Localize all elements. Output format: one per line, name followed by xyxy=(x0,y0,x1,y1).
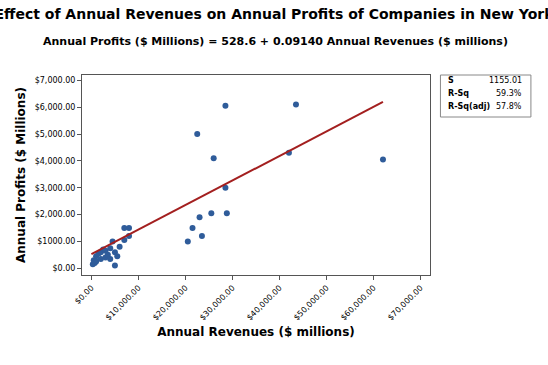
svg-text:$30,000.00: $30,000.00 xyxy=(198,283,237,322)
svg-text:$0.00: $0.00 xyxy=(52,264,75,273)
svg-text:$6,000.00: $6,000.00 xyxy=(35,103,76,112)
svg-text:$70,000.00: $70,000.00 xyxy=(386,283,425,322)
svg-text:R-Sq: R-Sq xyxy=(448,89,469,98)
svg-text:Annual Revenues ($ millions): Annual Revenues ($ millions) xyxy=(157,325,355,339)
svg-text:57.8%: 57.8% xyxy=(496,102,522,111)
svg-text:$40,000.00: $40,000.00 xyxy=(245,283,284,322)
svg-text:$2,000.00: $2,000.00 xyxy=(35,210,76,219)
svg-text:$5,000.00: $5,000.00 xyxy=(35,130,76,139)
svg-text:Annual Profits ($ Millions): Annual Profits ($ Millions) xyxy=(14,87,28,263)
svg-text:$3,000.00: $3,000.00 xyxy=(35,184,76,193)
svg-text:S: S xyxy=(448,76,454,85)
svg-text:R-Sq(adj): R-Sq(adj) xyxy=(448,102,490,111)
svg-text:$50,000.00: $50,000.00 xyxy=(292,283,331,322)
svg-text:Annual Profits ($ Millions) =: Annual Profits ($ Millions) = 528.6 + 0.… xyxy=(43,35,508,48)
svg-text:1155.01: 1155.01 xyxy=(489,76,522,85)
svg-text:$7,000.00: $7,000.00 xyxy=(35,76,76,85)
svg-text:$20,000.00: $20,000.00 xyxy=(151,283,190,322)
svg-text:59.3%: 59.3% xyxy=(496,89,522,98)
svg-text:$60,000.00: $60,000.00 xyxy=(339,283,378,322)
svg-text:$4,000.00: $4,000.00 xyxy=(35,157,76,166)
svg-text:Effect of Annual Revenues on A: Effect of Annual Revenues on Annual Prof… xyxy=(0,6,548,22)
svg-text:$1000.00: $1000.00 xyxy=(37,237,75,246)
svg-text:$10,000.00: $10,000.00 xyxy=(104,283,143,322)
svg-text:$0.00: $0.00 xyxy=(73,283,96,306)
